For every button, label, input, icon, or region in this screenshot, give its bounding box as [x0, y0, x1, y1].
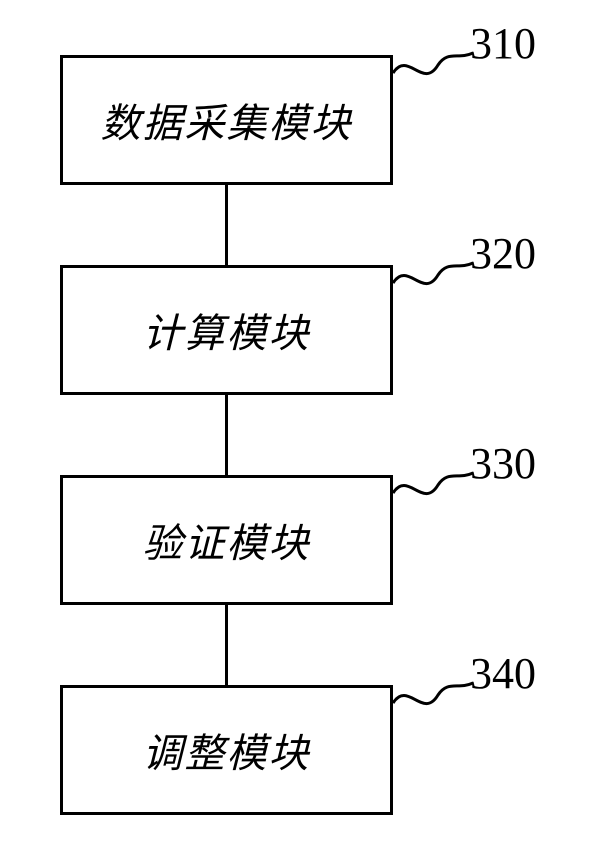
edge-1-2	[225, 185, 228, 265]
node-verify: 验证模块	[60, 475, 393, 605]
squiggle-icon	[393, 465, 473, 505]
squiggle-icon	[393, 45, 473, 85]
squiggle-icon	[393, 255, 473, 295]
node-label: 调整模块	[143, 721, 311, 779]
ref-label-310: 310	[470, 18, 536, 69]
node-compute: 计算模块	[60, 265, 393, 395]
node-data-collection: 数据采集模块	[60, 55, 393, 185]
node-label: 验证模块	[143, 511, 311, 569]
node-adjust: 调整模块	[60, 685, 393, 815]
ref-label-330: 330	[470, 438, 536, 489]
node-label: 数据采集模块	[101, 91, 353, 149]
ref-label-text: 330	[470, 439, 536, 488]
ref-label-320: 320	[470, 228, 536, 279]
node-label: 计算模块	[143, 301, 311, 359]
edge-2-3	[225, 395, 228, 475]
diagram-canvas: 数据采集模块 计算模块 验证模块 调整模块 310 320 330 340	[0, 0, 597, 863]
ref-label-340: 340	[470, 648, 536, 699]
ref-label-text: 340	[470, 649, 536, 698]
ref-label-text: 320	[470, 229, 536, 278]
squiggle-icon	[393, 675, 473, 715]
edge-3-4	[225, 605, 228, 685]
ref-label-text: 310	[470, 19, 536, 68]
